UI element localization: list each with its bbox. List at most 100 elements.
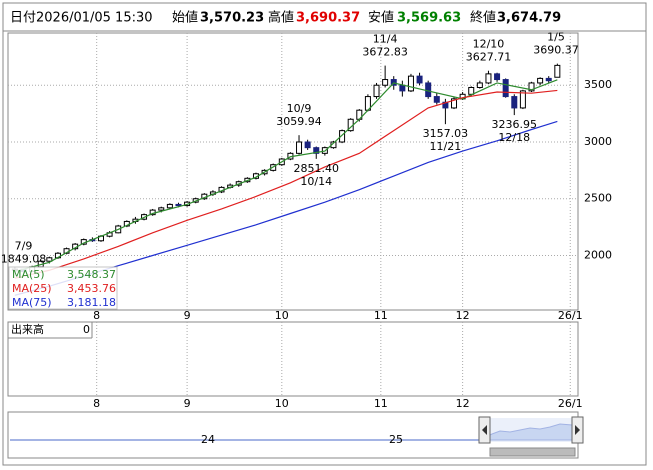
scrollbar[interactable] <box>489 447 576 457</box>
candle-body <box>399 84 406 92</box>
annotation-date: 10/14 <box>300 175 332 188</box>
x-tick-label: 10 <box>275 397 289 410</box>
y-tick-label: 2500 <box>584 192 612 205</box>
candle-body <box>537 77 544 84</box>
candle-body <box>416 75 423 84</box>
candle <box>476 80 483 89</box>
x-tick-label: 8 <box>93 309 100 322</box>
legend-box <box>8 266 118 310</box>
header-value: 3,674.79 <box>497 11 561 26</box>
candle <box>416 72 423 86</box>
candle <box>528 81 535 93</box>
header-value: 3,570.23 <box>200 11 264 26</box>
ma-line <box>14 79 558 272</box>
candle-body <box>304 141 311 149</box>
x-tick-label: 9 <box>184 309 191 322</box>
price-panel <box>7 32 579 311</box>
candle-body <box>175 203 182 207</box>
x-tick-label: 12 <box>456 309 470 322</box>
legend-name: MA(25) <box>12 282 52 295</box>
handle-arrow <box>482 425 487 435</box>
annotation-date: 12/10 <box>473 38 505 51</box>
candle-body <box>519 90 526 109</box>
annotation-date: 1/5 <box>547 31 565 44</box>
header-date: 2026/01/05 15:30 <box>36 11 153 26</box>
header-value: 3,690.37 <box>296 11 360 26</box>
candle <box>166 203 173 209</box>
volume-value: 0 <box>83 323 90 336</box>
candle-body <box>158 207 165 211</box>
candle-body <box>476 82 483 88</box>
annotation-value: 3690.37 <box>533 44 579 57</box>
x-tick-label: 26/1 <box>558 309 583 322</box>
x-tick-label: 8 <box>93 397 100 410</box>
header-label: 安値 <box>368 10 394 26</box>
navigator-label: 25 <box>389 433 403 446</box>
handle-arrow <box>575 425 580 435</box>
candle <box>304 139 311 150</box>
candle-body <box>485 73 492 84</box>
legend-value: 3,548.37 <box>67 268 116 281</box>
annotation-value: 3627.71 <box>466 51 512 64</box>
navigator-label: 24 <box>201 433 215 446</box>
annotation-value: 3059.94 <box>276 115 322 128</box>
candle-body <box>166 203 173 209</box>
legend-value: 3,181.18 <box>67 296 116 309</box>
header-label: 始値 <box>172 10 198 26</box>
candle <box>545 76 552 83</box>
candle <box>339 129 346 144</box>
annotation-date: 11/4 <box>373 33 398 46</box>
annotation-value: 1849.08 <box>1 253 47 266</box>
candle-body <box>502 79 509 98</box>
candle-body <box>46 257 53 262</box>
candle-body <box>339 130 346 143</box>
candle-body <box>545 77 552 82</box>
candle <box>451 96 458 110</box>
annotation-value: 2851.40 <box>293 162 339 175</box>
x-tick-label: 10 <box>275 309 289 322</box>
legend-name: MA(5) <box>12 268 45 281</box>
x-tick-label: 11 <box>374 309 388 322</box>
candle-body <box>373 84 380 98</box>
annotation-value: 3236.95 <box>492 118 538 131</box>
volume-panel <box>7 321 579 397</box>
annotation-date: 12/18 <box>498 131 530 144</box>
candle-body <box>382 79 389 86</box>
candle-body <box>313 147 320 154</box>
legend-name: MA(75) <box>12 296 52 309</box>
candle-body <box>494 73 501 81</box>
candle <box>382 65 389 88</box>
y-tick-label: 3000 <box>584 135 612 148</box>
y-tick-label: 3500 <box>584 78 612 91</box>
candle-body <box>425 82 432 98</box>
legend-value: 3,453.76 <box>67 282 116 295</box>
candle-body <box>528 82 535 92</box>
x-tick-label: 12 <box>456 397 470 410</box>
header-label: 終値 <box>470 10 496 26</box>
candle <box>296 135 303 155</box>
annotation-value: 3157.03 <box>423 127 469 140</box>
y-tick-label: 2000 <box>584 249 612 262</box>
candle <box>425 80 432 99</box>
candle <box>494 72 501 82</box>
x-tick-label: 9 <box>184 397 191 410</box>
header-label: 日付 <box>10 11 36 26</box>
candle <box>407 73 414 93</box>
annotation-date: 11/21 <box>430 140 462 153</box>
volume-label: 出来高 <box>11 322 44 336</box>
candle <box>485 70 492 85</box>
candle <box>373 82 380 99</box>
candle <box>502 78 509 98</box>
navigator-window[interactable] <box>487 418 572 442</box>
candle-body <box>433 96 440 103</box>
candle-body <box>554 64 561 78</box>
candle-body <box>296 141 303 154</box>
candle <box>511 94 518 116</box>
ma-line <box>14 89 558 279</box>
candle <box>537 77 544 86</box>
candle-body <box>468 86 475 95</box>
annotation-date: 7/9 <box>15 240 33 253</box>
x-tick-label: 11 <box>374 397 388 410</box>
candle-body <box>451 98 458 109</box>
